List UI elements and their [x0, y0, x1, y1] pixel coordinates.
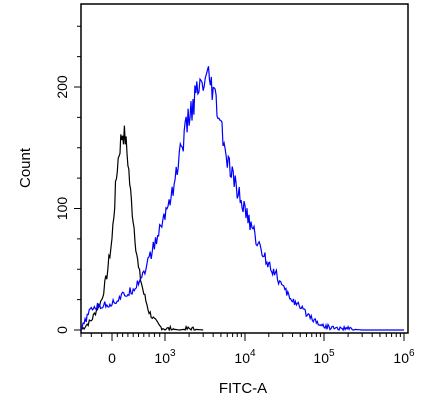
x-tick-label: 103 [154, 348, 176, 366]
series-layer [80, 66, 404, 332]
y-tick-label: 100 [54, 197, 70, 221]
x-tick-label: 104 [234, 348, 256, 366]
x-axis-ticks: 0 103 104 105 106 [80, 333, 415, 366]
x-tick-label: 106 [393, 348, 415, 366]
histogram-series-1 [80, 125, 204, 332]
y-tick-label: 0 [54, 326, 70, 334]
y-axis-ticks: 0 100 200 [54, 25, 81, 334]
x-axis-label: FITC-A [219, 380, 267, 397]
x-tick-label: 0 [108, 350, 116, 366]
plot-frame [80, 3, 409, 334]
x-tick-label: 105 [313, 348, 335, 366]
histogram-series-2 [80, 66, 404, 332]
y-axis-label: Count [17, 147, 34, 188]
y-tick-label: 200 [54, 75, 70, 99]
